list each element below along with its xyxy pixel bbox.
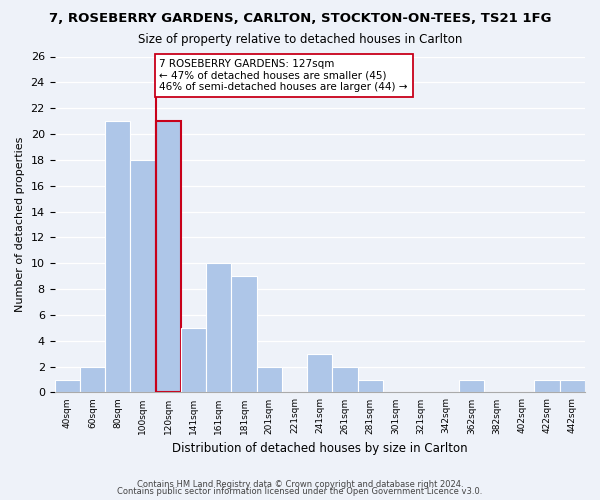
Text: Contains HM Land Registry data © Crown copyright and database right 2024.: Contains HM Land Registry data © Crown c… <box>137 480 463 489</box>
Bar <box>535 380 560 392</box>
Bar <box>358 380 383 392</box>
Bar <box>332 366 358 392</box>
Bar <box>206 263 232 392</box>
Y-axis label: Number of detached properties: Number of detached properties <box>15 137 25 312</box>
Bar <box>155 121 181 392</box>
Bar <box>257 366 282 392</box>
Bar <box>307 354 332 393</box>
Bar <box>181 328 206 392</box>
Bar <box>80 366 105 392</box>
Bar <box>560 380 585 392</box>
Bar <box>105 121 130 392</box>
Bar <box>130 160 155 392</box>
Text: Contains public sector information licensed under the Open Government Licence v3: Contains public sector information licen… <box>118 487 482 496</box>
Bar <box>55 380 80 392</box>
Bar <box>458 380 484 392</box>
Text: 7, ROSEBERRY GARDENS, CARLTON, STOCKTON-ON-TEES, TS21 1FG: 7, ROSEBERRY GARDENS, CARLTON, STOCKTON-… <box>49 12 551 26</box>
X-axis label: Distribution of detached houses by size in Carlton: Distribution of detached houses by size … <box>172 442 467 455</box>
Bar <box>232 276 257 392</box>
Text: 7 ROSEBERRY GARDENS: 127sqm
← 47% of detached houses are smaller (45)
46% of sem: 7 ROSEBERRY GARDENS: 127sqm ← 47% of det… <box>160 59 408 92</box>
Text: Size of property relative to detached houses in Carlton: Size of property relative to detached ho… <box>138 32 462 46</box>
